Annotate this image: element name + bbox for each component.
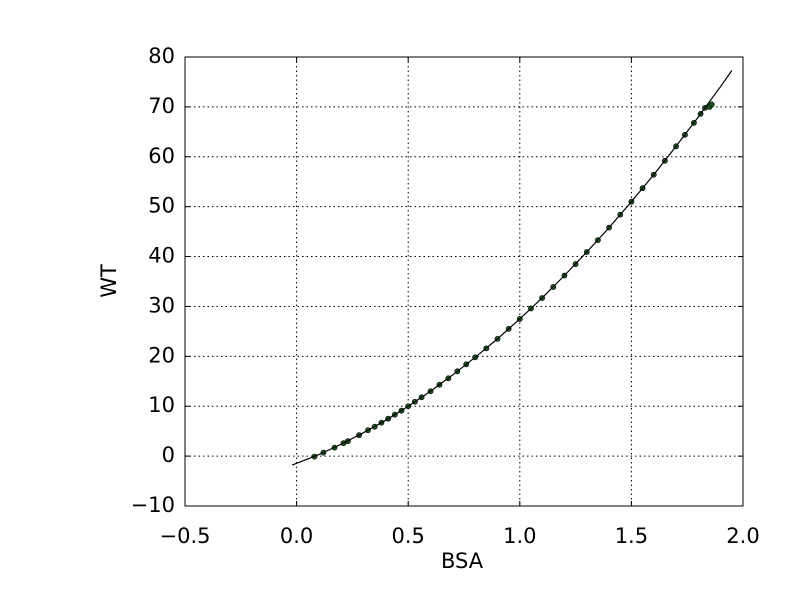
x-tick-label: 0.0 [280, 524, 313, 548]
point [708, 101, 715, 108]
x-tick-label: 1.0 [503, 524, 536, 548]
y-tick-label: 30 [148, 293, 175, 317]
y-tick-label: 40 [148, 244, 175, 268]
y-tick-label: 50 [148, 194, 175, 218]
y-tick-label: 60 [148, 144, 175, 168]
y-axis-label: WT [97, 264, 121, 298]
x-tick-label: 0.5 [391, 524, 424, 548]
y-tick-label: −10 [131, 493, 175, 517]
plot-frame [184, 56, 744, 507]
y-tick-label: 0 [162, 443, 175, 467]
x-axis-label: BSA [441, 549, 484, 573]
x-tick-label: 2.0 [726, 524, 759, 548]
y-tick-label: 20 [148, 343, 175, 367]
y-tick-label: 10 [148, 393, 175, 417]
x-tick-label: −0.5 [160, 524, 211, 548]
fit-line [291, 70, 733, 466]
x-tick-label: 1.5 [615, 524, 648, 548]
y-tick-label: 70 [148, 94, 175, 118]
y-tick-label: 80 [148, 44, 175, 68]
